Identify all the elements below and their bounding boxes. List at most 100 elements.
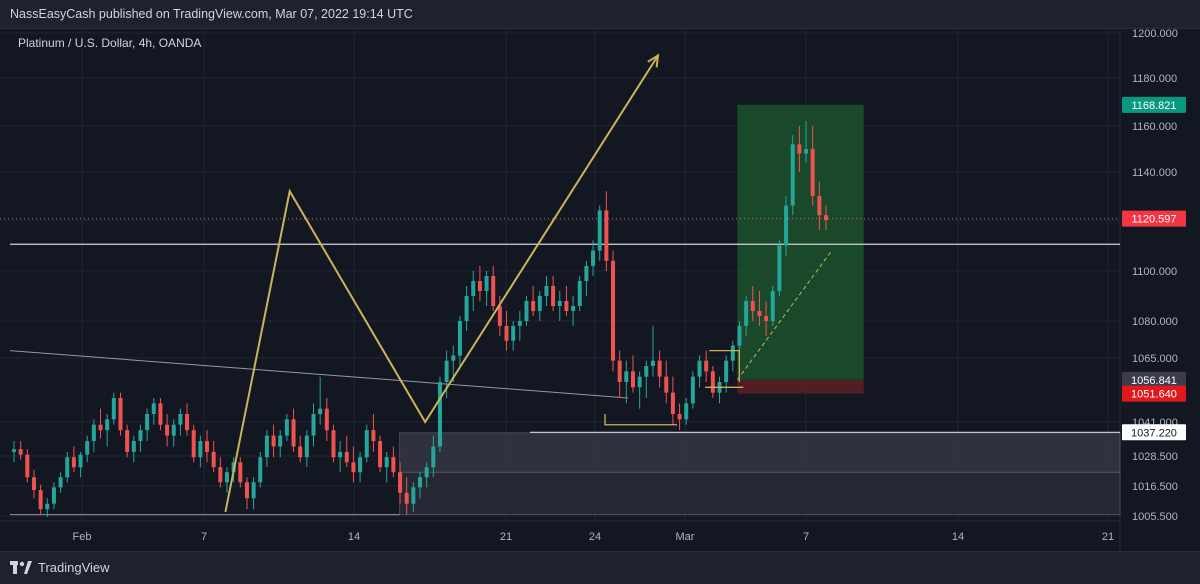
candle-body xyxy=(790,144,795,206)
candle-body xyxy=(464,296,469,321)
candle-body xyxy=(364,430,369,458)
candle-body xyxy=(710,371,715,393)
candle-body xyxy=(744,301,749,326)
y-tick-label: 1180.000 xyxy=(1132,73,1177,85)
candle-body xyxy=(158,403,163,425)
candle-body xyxy=(630,371,635,388)
trendline xyxy=(9,350,629,399)
candle-body xyxy=(724,360,729,382)
candle-body xyxy=(418,477,422,488)
y-tick-label: 1100.000 xyxy=(1132,266,1177,278)
price-tag xyxy=(1122,424,1186,441)
candle-body xyxy=(371,430,376,442)
candle-body xyxy=(58,477,63,488)
candle-body xyxy=(324,408,329,431)
y-tick-label: 1028.500 xyxy=(1132,451,1178,463)
candle-body xyxy=(258,457,263,483)
candle-body xyxy=(145,414,150,431)
brand-text: TradingView xyxy=(38,560,110,575)
candle-body xyxy=(291,419,296,447)
candle-body xyxy=(51,487,56,504)
price-tag xyxy=(1122,96,1186,113)
candle-body xyxy=(218,467,223,483)
candle-body xyxy=(824,215,828,220)
price-tag-label: 1037.220 xyxy=(1131,427,1177,439)
candle-body xyxy=(45,503,50,510)
candle-body xyxy=(205,441,210,452)
symbol-title: Platinum / U.S. Dollar, 4h, OANDA xyxy=(18,36,202,50)
price-tag-label: 1051.640 xyxy=(1131,389,1177,401)
candle-body xyxy=(298,446,303,458)
candle-body xyxy=(784,205,789,246)
candle-body xyxy=(424,467,429,478)
brand[interactable]: TradingView xyxy=(10,560,110,575)
candle-body xyxy=(437,382,442,447)
candle-body xyxy=(85,441,90,455)
candle-body xyxy=(524,301,529,321)
candle-body xyxy=(511,325,516,341)
candle-body xyxy=(764,316,769,321)
candle-body xyxy=(564,301,569,311)
candle-body xyxy=(797,144,802,154)
candle-body xyxy=(338,451,343,458)
candle-body xyxy=(704,360,709,372)
candle-body xyxy=(271,435,276,447)
price-tag-label: 1056.841 xyxy=(1131,375,1177,387)
arrow-head-icon xyxy=(647,53,660,68)
candle-body xyxy=(284,419,289,436)
candle-body xyxy=(571,306,576,311)
candle-body xyxy=(25,454,30,478)
candle-body xyxy=(584,265,589,281)
candle-body xyxy=(105,419,110,431)
candle-body xyxy=(344,451,349,463)
y-tick-label: 1005.500 xyxy=(1132,511,1178,523)
candle-body xyxy=(471,281,476,296)
candle-body xyxy=(611,260,616,361)
price-tag-label: 1168.821 xyxy=(1131,100,1176,112)
candle-body xyxy=(677,414,682,420)
candle-body xyxy=(391,457,396,473)
candle-body xyxy=(384,457,389,468)
candle-body xyxy=(304,435,309,458)
x-tick-label: 14 xyxy=(348,531,360,543)
candle-body xyxy=(750,301,755,311)
candle-body xyxy=(378,441,383,468)
stop-zone xyxy=(737,379,864,394)
candle-body xyxy=(198,441,203,458)
candle-body xyxy=(690,376,695,404)
candle-body xyxy=(644,366,649,377)
candle-body xyxy=(650,360,655,366)
candle-body xyxy=(244,482,249,499)
candle-body xyxy=(138,430,143,442)
candle-body xyxy=(211,451,216,468)
demand-zone xyxy=(399,432,1121,473)
x-tick-label: 7 xyxy=(201,531,207,543)
candle-body xyxy=(517,321,522,326)
candle-body xyxy=(358,457,363,473)
x-tick-label: 7 xyxy=(803,531,809,543)
candle-body xyxy=(151,403,156,414)
price-chart[interactable]: 1200.0001180.0001160.0001140.0001120.000… xyxy=(0,28,1200,551)
candle-body xyxy=(657,360,662,377)
candle-body xyxy=(12,449,16,452)
candle-body xyxy=(531,301,536,311)
candle-body xyxy=(118,398,123,431)
candle-body xyxy=(431,446,436,468)
y-tick-label: 1016.500 xyxy=(1132,481,1178,493)
candle-body xyxy=(697,360,702,377)
candle-body xyxy=(331,430,336,458)
price-tag xyxy=(1122,371,1186,388)
candle-body xyxy=(577,281,582,306)
candle-body xyxy=(804,149,809,154)
candle-body xyxy=(497,306,502,326)
candle-body xyxy=(125,430,130,452)
candle-body xyxy=(65,457,70,478)
y-tick-label: 1140.000 xyxy=(1132,167,1177,179)
candle-body xyxy=(404,492,409,504)
candle-body xyxy=(78,454,83,468)
candle-body xyxy=(544,286,549,296)
candle-body xyxy=(670,392,675,414)
candle-body xyxy=(597,210,602,251)
publisher-header: NassEasyCash published on TradingView.co… xyxy=(0,0,1200,29)
candle-body xyxy=(165,424,170,436)
